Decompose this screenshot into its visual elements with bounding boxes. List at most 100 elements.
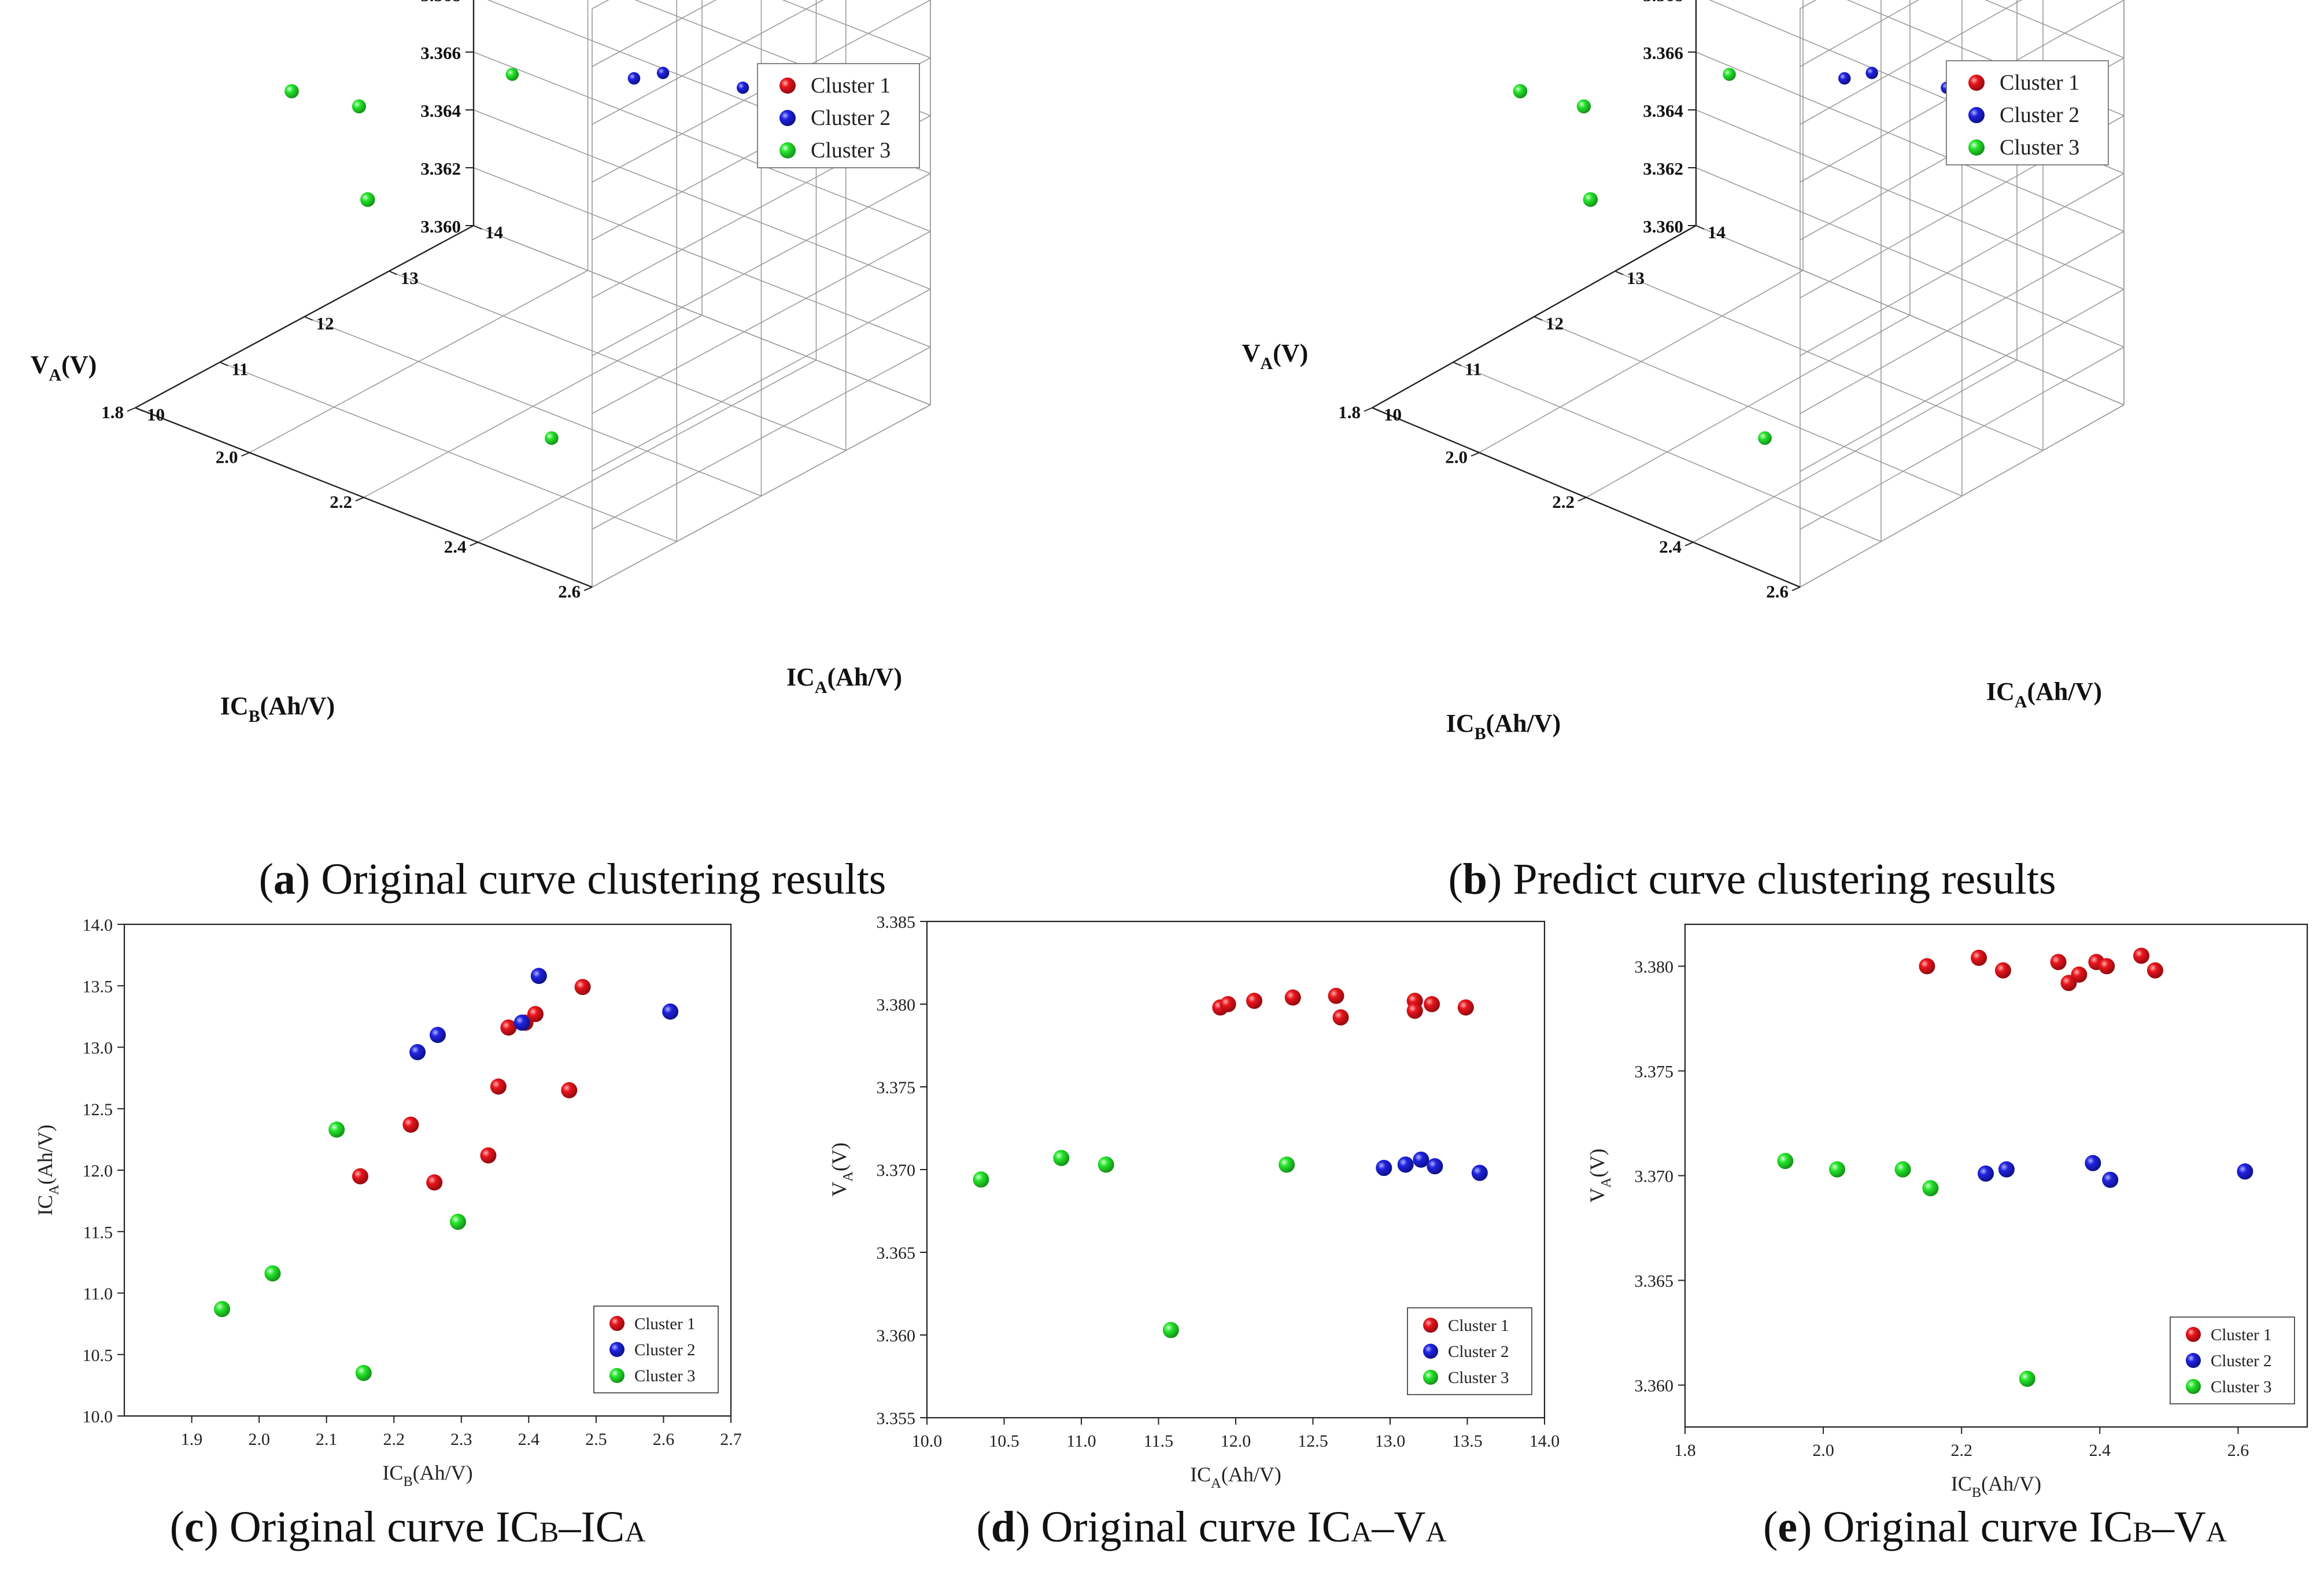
x-tick-label: 2.2 xyxy=(330,492,352,512)
data-point-cluster-1 xyxy=(1971,949,1987,966)
x-tick-mark xyxy=(1470,452,1480,457)
y-tick-mark xyxy=(1453,362,1462,367)
x-axis-label: ICB(Ah/V) xyxy=(382,1461,472,1489)
legend-marker xyxy=(609,1368,625,1383)
data-point-cluster-2 xyxy=(409,1044,426,1060)
y-tick-label: 12.5 xyxy=(83,1100,113,1119)
data-point-cluster-3 xyxy=(1098,1156,1114,1173)
y-tick-label: 14 xyxy=(1708,222,1726,242)
legend-marker xyxy=(779,78,796,94)
x-tick-label: 13.0 xyxy=(1375,1432,1406,1451)
data-point-cluster-2 xyxy=(656,67,670,79)
y-tick-mark xyxy=(1614,270,1624,275)
y-tick-mark xyxy=(1534,316,1543,321)
y-tick-mark xyxy=(1695,225,1705,230)
x-tick-label: 2.6 xyxy=(558,581,581,602)
x-tick-label: 1.9 xyxy=(181,1430,203,1449)
chart-c-scatter: 1.9 2.0 2.1 2.2 2.3 2.4 2.5 2.6 2.7 10.0 10.5 11.0 1… xyxy=(34,916,742,1489)
legend-marker xyxy=(2186,1327,2201,1342)
data-point-cluster-3 xyxy=(505,68,519,81)
z-tick-label: 3.360 xyxy=(420,216,461,237)
y-tick-label: 3.380 xyxy=(877,995,916,1015)
data-point-cluster-1 xyxy=(2098,958,2115,975)
legend-marker xyxy=(779,142,796,158)
y-tick-label: 13 xyxy=(401,268,419,288)
legend-marker xyxy=(2186,1379,2201,1394)
y-tick-label: 13 xyxy=(1627,268,1645,288)
y-tick-label: 3.375 xyxy=(877,1078,916,1097)
grid-line xyxy=(389,271,847,451)
y-tick-label: 12.0 xyxy=(83,1161,113,1181)
data-point-cluster-3 xyxy=(1053,1149,1070,1166)
legend-label: Cluster 3 xyxy=(634,1367,696,1385)
data-point-cluster-1 xyxy=(2133,947,2150,964)
y-tick-label: 11 xyxy=(231,359,248,379)
y-tick-label: 10.5 xyxy=(83,1346,113,1365)
data-point-cluster-3 xyxy=(545,431,559,445)
legend-marker xyxy=(779,110,796,126)
grid-line xyxy=(304,316,762,497)
data-point-cluster-1 xyxy=(402,1116,419,1133)
legend-label: Cluster 3 xyxy=(811,138,891,163)
x-tick-label: 1.8 xyxy=(1338,402,1361,422)
y-tick-label: 3.360 xyxy=(1635,1377,1674,1396)
x-tick-label: 12.5 xyxy=(1298,1432,1328,1451)
x-tick-mark xyxy=(1577,497,1587,501)
x-tick-label: 2.3 xyxy=(450,1430,472,1449)
x-tick-mark xyxy=(583,587,593,591)
y-tick-label: 11.5 xyxy=(83,1223,113,1242)
x-tick-label: 2.4 xyxy=(444,537,467,557)
x-tick-mark xyxy=(1364,407,1373,412)
x-tick-label: 2.1 xyxy=(316,1430,338,1449)
x-tick-label: 11.5 xyxy=(1144,1432,1173,1451)
x-tick-label: 2.2 xyxy=(1552,492,1575,512)
y-axis-label: ICA(Ah/V) xyxy=(34,1124,62,1216)
data-point-cluster-2 xyxy=(662,1003,679,1020)
y-tick-label: 10 xyxy=(147,404,165,425)
legend-label: Cluster 2 xyxy=(811,106,891,130)
x-tick-mark xyxy=(241,452,250,457)
legend-label: Cluster 2 xyxy=(2211,1352,2272,1370)
x-tick-label: 13.5 xyxy=(1452,1432,1483,1451)
legend-label: Cluster 2 xyxy=(2000,103,2079,127)
y-tick-label: 3.375 xyxy=(1635,1062,1674,1081)
data-point-cluster-3 xyxy=(214,1301,231,1318)
grid-line xyxy=(1695,225,2125,405)
data-point-cluster-2 xyxy=(429,1027,446,1043)
chart-a-3d-scatter: 3.3603.3623.3643.3663.3683.3703.3723.374… xyxy=(31,0,931,726)
caption-e: (e) Original curve ICB–VA xyxy=(1763,1503,2227,1551)
z-tick-label: 3.362 xyxy=(420,158,461,179)
data-point-cluster-3 xyxy=(264,1265,281,1282)
data-point-cluster-2 xyxy=(1471,1164,1488,1181)
y-tick-mark xyxy=(473,225,482,230)
x-tick-label: 2.0 xyxy=(248,1430,270,1449)
data-point-cluster-3 xyxy=(360,192,375,207)
y-tick-label: 11.0 xyxy=(83,1285,113,1304)
y-tick-label: 10 xyxy=(1384,404,1402,425)
data-point-cluster-2 xyxy=(1427,1158,1443,1175)
x-axis-label: ICB(Ah/V) xyxy=(1951,1472,2041,1500)
data-point-cluster-1 xyxy=(561,1082,578,1098)
data-point-cluster-2 xyxy=(1978,1165,1994,1182)
caption-c: (c) Original curve ICB–ICA xyxy=(170,1503,646,1551)
data-point-cluster-3 xyxy=(1777,1153,1794,1170)
x-tick-label: 2.0 xyxy=(216,447,238,467)
y-tick-mark xyxy=(389,270,398,275)
data-point-cluster-1 xyxy=(490,1078,507,1095)
x-tick-label: 2.6 xyxy=(1766,581,1789,602)
x-tick-label: 11.0 xyxy=(1066,1432,1096,1451)
y-tick-label: 3.370 xyxy=(1635,1167,1674,1186)
captions: (a) Original curve clustering results (b)… xyxy=(170,855,2227,1551)
data-point-cluster-2 xyxy=(627,72,641,85)
data-point-cluster-1 xyxy=(1424,996,1440,1012)
legend-marker xyxy=(1968,75,1985,91)
data-point-cluster-3 xyxy=(352,99,367,114)
chart-d-scatter: 10.0 10.5 11.0 11.5 12.0 12.5 13.0 13.5 14.0 3.35… xyxy=(827,913,1560,1491)
data-point-cluster-1 xyxy=(527,1006,544,1023)
data-point-cluster-3 xyxy=(1513,84,1528,99)
legend-label: Cluster 1 xyxy=(2211,1326,2272,1344)
legend-label: Cluster 1 xyxy=(1448,1316,1509,1335)
data-point-cluster-1 xyxy=(2146,962,2163,979)
x-tick-label: 2.0 xyxy=(1445,447,1468,467)
